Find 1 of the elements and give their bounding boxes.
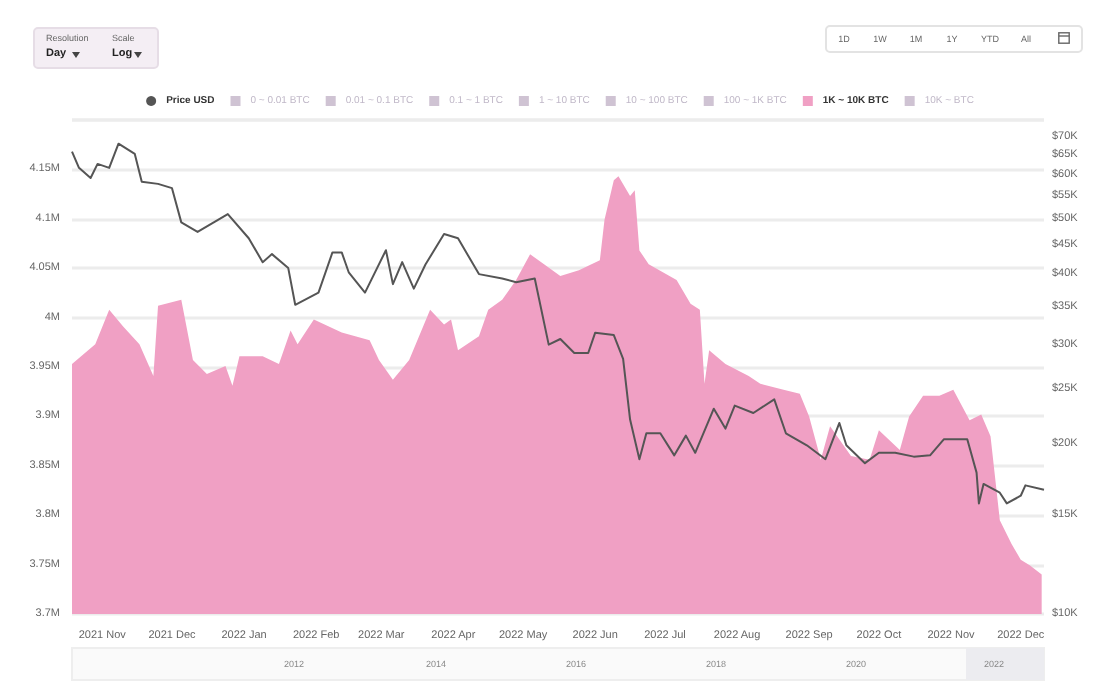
line-series bbox=[71, 142, 1045, 505]
